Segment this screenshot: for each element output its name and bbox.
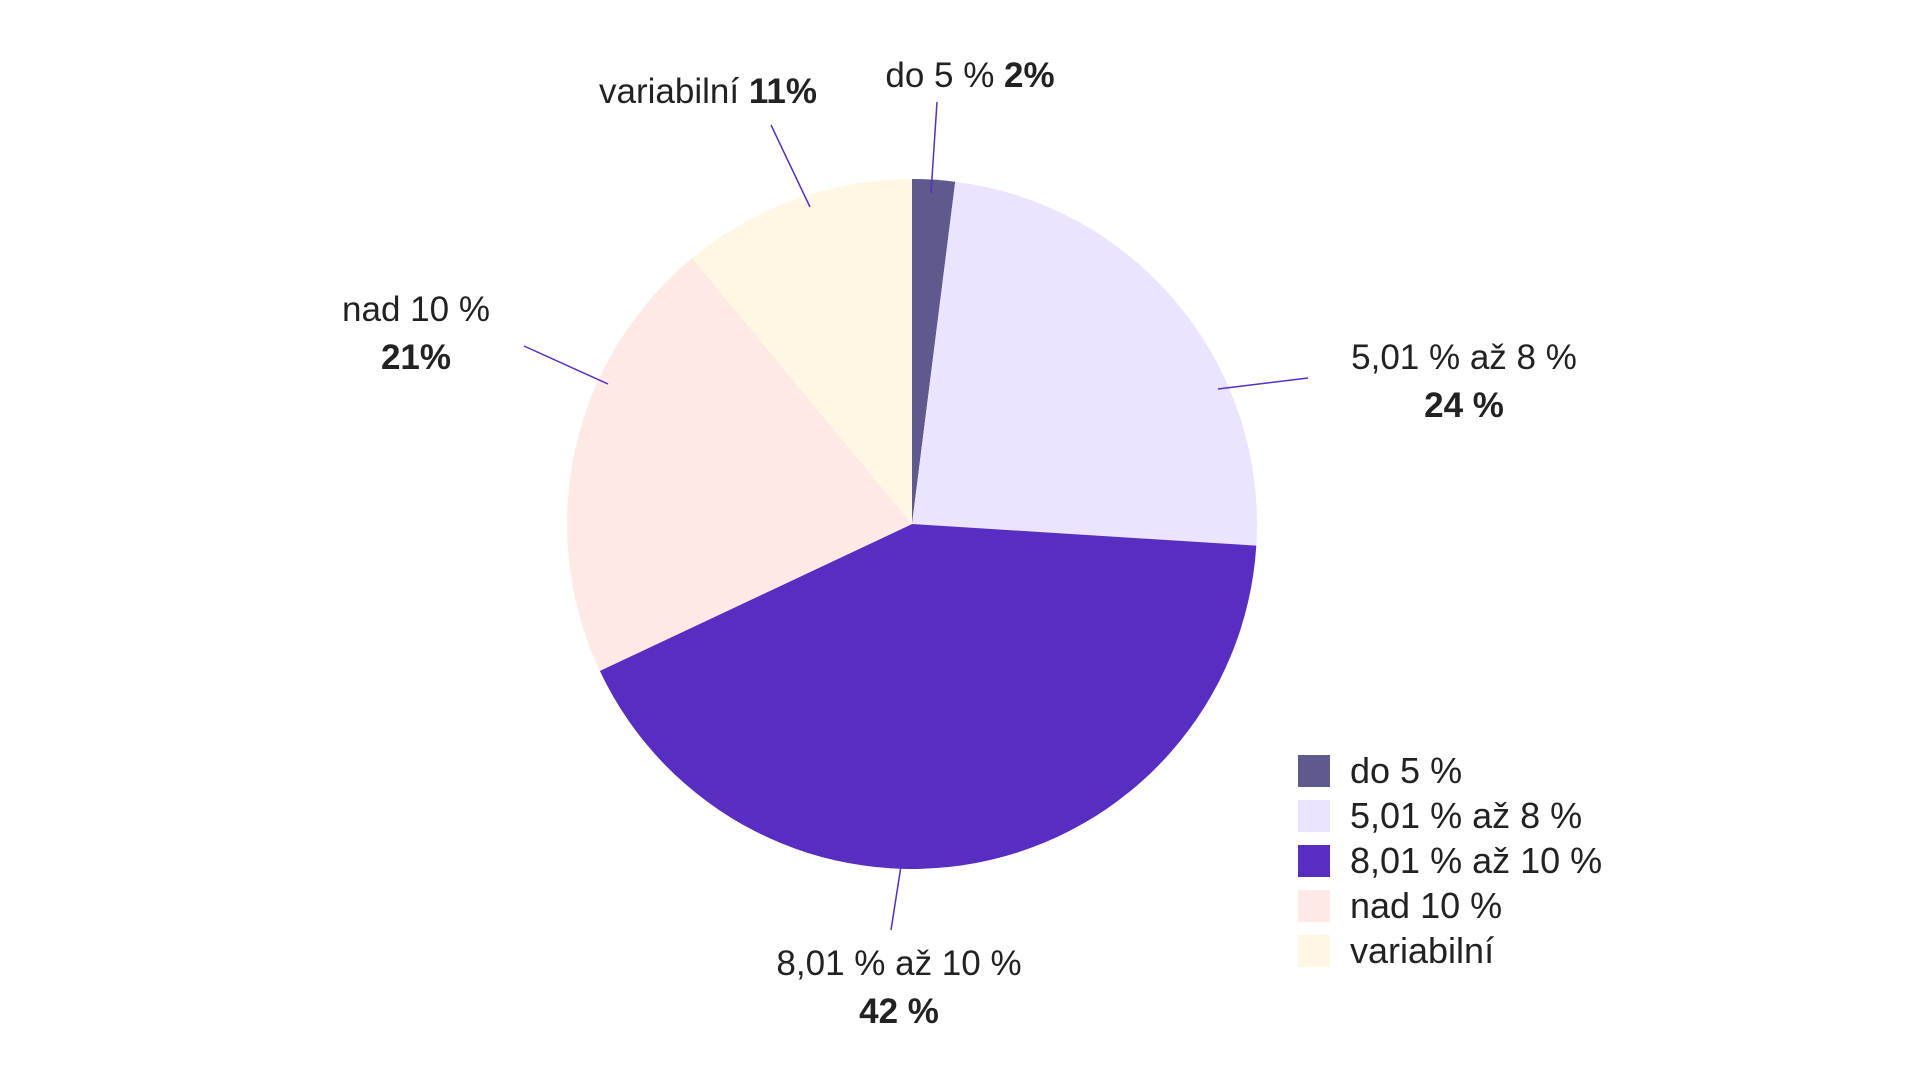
legend-swatch [1298,754,1330,787]
pie-slice-2 [599,524,1257,869]
legend-label: nad 10 % [1350,885,1503,926]
leader-line-4 [770,124,811,208]
pie-slices [567,179,1257,869]
data-label-value: 42 % [859,992,939,1031]
legend-item: 5,01 % až 8 % [1298,793,1602,838]
leader-line-0 [930,101,938,194]
legend-swatch [1298,934,1330,967]
legend-item: 8,01 % až 10 % [1298,838,1602,883]
leader-line-2 [890,865,902,931]
pie-slice-0 [912,179,956,524]
pie-slice-3 [567,258,912,671]
data-label-value: 24 % [1424,386,1504,425]
data-label-5-01-8: 5,01 % až 8 % 24 % [1351,334,1577,430]
leader-lines [523,101,1309,931]
legend: do 5 % 5,01 % až 8 % 8,01 % až 10 % nad … [1298,748,1602,973]
legend-item: nad 10 % [1298,883,1602,928]
leader-line-3 [523,345,609,385]
data-label-nad-10: nad 10 % 21% [342,286,490,382]
pie-slice-4 [692,179,912,524]
data-label-do-5: do 5 % 2% [885,52,1054,100]
data-label-8-01-10: 8,01 % až 10 % 42 % [776,940,1021,1036]
data-label-name: do 5 % [885,56,995,95]
data-label-name: nad 10 % [342,290,490,329]
data-label-name: 8,01 % až 10 % [776,944,1022,983]
data-label-value: 2% [1004,56,1055,95]
legend-swatch [1298,844,1330,877]
data-label-name: 5,01 % až 8 % [1351,338,1577,377]
legend-label: 5,01 % až 8 % [1350,795,1583,836]
legend-label: variabilní [1350,930,1495,971]
legend-label: 8,01 % až 10 % [1350,840,1603,881]
legend-swatch [1298,889,1330,922]
data-label-value: 21% [380,338,452,377]
legend-item: variabilní [1298,928,1602,973]
data-label-value: 11% [748,72,817,111]
pie-slice-1 [912,181,1257,546]
leader-line-1 [1217,377,1309,390]
legend-label: do 5 % [1350,750,1463,791]
legend-swatch [1298,799,1330,832]
data-label-name: variabilní [599,72,740,111]
legend-item: do 5 % [1298,748,1602,793]
data-label-variabilni: variabilní 11% [599,68,817,116]
